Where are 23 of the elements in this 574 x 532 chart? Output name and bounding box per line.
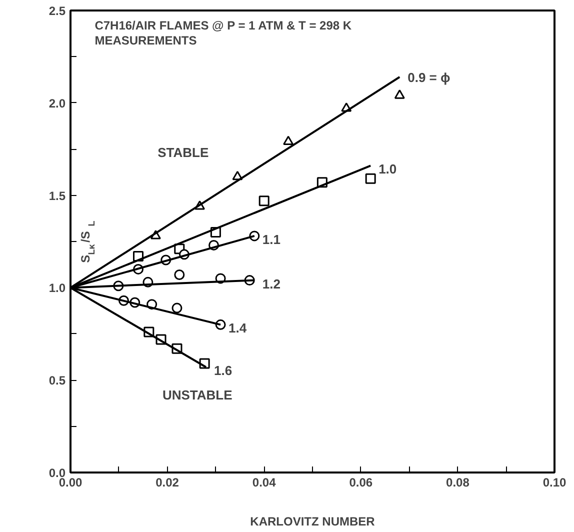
- x-axis-title: KARLOVITZ NUMBER: [250, 514, 376, 528]
- series-label: 1.6: [214, 363, 232, 378]
- x-tick-label: 0.06: [349, 476, 373, 490]
- series-label: 1.2: [262, 276, 280, 292]
- y-tick-label: 2.0: [48, 96, 66, 110]
- y-tick-label: 0.5: [48, 374, 66, 388]
- text: C7H16/AIR FLAMES @ P = 1 ATM & T = 298 K: [94, 18, 352, 33]
- annotation: UNSTABLE: [162, 387, 233, 402]
- x-tick-label: 0.02: [156, 476, 180, 490]
- x-tick-label: 0.00: [58, 476, 83, 490]
- y-tick-label: 2.5: [48, 4, 66, 18]
- x-tick-label: 0.08: [446, 476, 470, 490]
- y-axis-title: SLκ/SL: [78, 220, 96, 263]
- y-tick-label: 1.5: [48, 188, 66, 203]
- x-tick-label: 0.04: [252, 476, 276, 490]
- y-tick-label: 1.0: [48, 281, 66, 296]
- series-label: 1.4: [228, 320, 248, 336]
- text: MEASUREMENTS: [94, 33, 197, 48]
- series-label: 1.0: [378, 162, 397, 177]
- series-label: 1.1: [262, 232, 280, 247]
- x-tick-label: 0.10: [542, 476, 567, 490]
- series-label: 0.9 = ϕ: [408, 70, 451, 86]
- annotation: STABLE: [158, 145, 209, 160]
